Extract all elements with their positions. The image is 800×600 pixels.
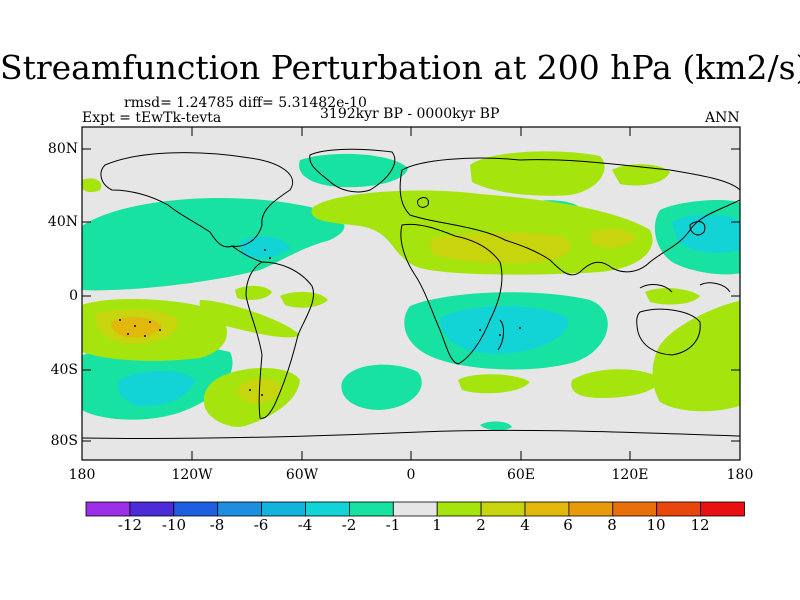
period-label: 3192kyr BP - 0000kyr BP bbox=[320, 106, 500, 122]
y-tick-marks bbox=[82, 148, 740, 442]
x-tick-label: 120E bbox=[611, 467, 649, 483]
coastlines bbox=[82, 148, 740, 440]
colorbar-label: -2 bbox=[341, 516, 357, 534]
colorbar-swatch bbox=[436, 501, 482, 517]
y-tick-label: 80S bbox=[50, 433, 78, 449]
colorbar-swatch bbox=[305, 501, 350, 517]
colorbar-label: -10 bbox=[161, 516, 187, 534]
colorbar-label: 2 bbox=[476, 516, 486, 534]
colorbar-swatch bbox=[392, 501, 438, 517]
colorbar-swatch bbox=[261, 501, 306, 517]
x-tick-label: 180 bbox=[726, 467, 754, 483]
colorbar-swatch bbox=[656, 501, 702, 517]
colorbar-swatch bbox=[480, 501, 526, 517]
colorbar-swatch bbox=[700, 501, 745, 517]
y-tick-label: 80N bbox=[47, 141, 78, 157]
x-tick-label: 60W bbox=[285, 467, 319, 483]
colorbar-label: 4 bbox=[520, 516, 530, 534]
colorbar-label: 10 bbox=[646, 516, 666, 534]
colorbar-swatch bbox=[524, 501, 570, 517]
negative-core-regions bbox=[117, 214, 740, 407]
colorbar-label: -8 bbox=[209, 516, 225, 534]
colorbar-label: -6 bbox=[253, 516, 269, 534]
x-tick-marks bbox=[81, 127, 741, 460]
colorbar-label: 8 bbox=[607, 516, 617, 534]
colorbar-swatch bbox=[217, 501, 262, 517]
y-tick-label: 40S bbox=[50, 362, 78, 378]
season-label: ANN bbox=[705, 110, 740, 126]
colorbar-swatch bbox=[173, 501, 219, 517]
colorbar-label: -12 bbox=[117, 516, 143, 534]
colorbar-swatch bbox=[85, 501, 131, 517]
colorbar-label: -1 bbox=[385, 516, 401, 534]
colorbar bbox=[85, 501, 745, 517]
colorbar-label: 1 bbox=[432, 516, 442, 534]
field-layer bbox=[82, 127, 740, 460]
x-tick-label: 120W bbox=[171, 467, 213, 483]
colorbar-label: 6 bbox=[563, 516, 573, 534]
x-tick-label: 180 bbox=[68, 467, 96, 483]
x-tick-label: 60E bbox=[506, 467, 536, 483]
x-tick-label: 0 bbox=[406, 467, 416, 483]
colorbar-label: 12 bbox=[690, 516, 710, 534]
y-tick-label: 40N bbox=[47, 214, 78, 230]
y-tick-label: 0 bbox=[69, 288, 78, 304]
stipple-dots bbox=[119, 249, 521, 396]
colorbar-swatch bbox=[612, 501, 658, 517]
colorbar-swatch bbox=[568, 501, 614, 517]
colorbar-label: -4 bbox=[297, 516, 313, 534]
positive-core-regions bbox=[95, 228, 636, 404]
colorbar-swatch bbox=[348, 501, 394, 517]
experiment-label: Expt = tEwTk-tevta bbox=[82, 110, 222, 126]
stats-line: rmsd= 1.24785 diff= 5.31482e-10 bbox=[124, 95, 367, 111]
colorbar-swatch bbox=[129, 501, 175, 517]
map-title: Streamfunction Perturbation at 200 hPa (… bbox=[0, 48, 800, 87]
